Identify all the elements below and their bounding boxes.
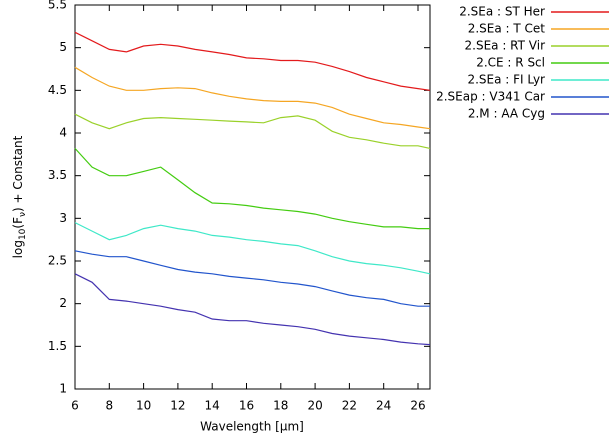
y-tick-label: 5 — [59, 40, 67, 54]
spectrum-line — [74, 222, 431, 275]
y-tick-label: 1.5 — [48, 339, 67, 353]
y-tick-label: 2 — [59, 296, 67, 310]
y-tick-label: 2.5 — [48, 254, 67, 268]
y-tick-label: 5.5 — [48, 0, 67, 12]
legend-label: 2.SEa : ST Her — [459, 5, 545, 19]
x-tick-label: 24 — [376, 399, 391, 413]
spectrum-line — [74, 66, 431, 130]
spectrum-line — [74, 31, 431, 91]
spectrum-line — [74, 250, 430, 307]
x-tick-label: 6 — [71, 399, 79, 413]
legend-label: 2.CE : R Scl — [476, 56, 545, 70]
x-tick-label: 26 — [410, 399, 425, 413]
x-axis-label: Wavelength [μm] — [200, 420, 304, 434]
x-tick-label: 22 — [342, 399, 357, 413]
y-tick-label: 4 — [59, 126, 67, 140]
x-tick-label: 18 — [273, 399, 288, 413]
x-tick-label: 14 — [205, 399, 220, 413]
legend-label: 2.M : AA Cyg — [468, 107, 545, 121]
legend-label: 2.SEa : T Cet — [468, 22, 546, 36]
y-tick-label: 4.5 — [48, 83, 67, 97]
x-tick-label: 12 — [170, 399, 185, 413]
y-axis-label: log10(Fν) + Constant — [11, 135, 28, 258]
spectrum-line — [74, 113, 431, 149]
x-tick-label: 10 — [136, 399, 151, 413]
legend-label: 2.SEap : V341 Car — [436, 90, 545, 104]
legend-label: 2.SEa : FI Lyr — [467, 73, 545, 87]
x-tick-label: 8 — [105, 399, 113, 413]
x-tick-label: 20 — [307, 399, 322, 413]
legend-label: 2.SEa : RT Vir — [465, 39, 546, 53]
y-tick-label: 3.5 — [48, 168, 67, 182]
spectrum-line — [74, 273, 431, 346]
x-tick-label: 16 — [239, 399, 254, 413]
y-tick-label: 3 — [59, 211, 67, 225]
plot-frame — [74, 4, 431, 390]
spectrum-line — [74, 147, 430, 230]
y-tick-label: 1 — [59, 382, 67, 396]
